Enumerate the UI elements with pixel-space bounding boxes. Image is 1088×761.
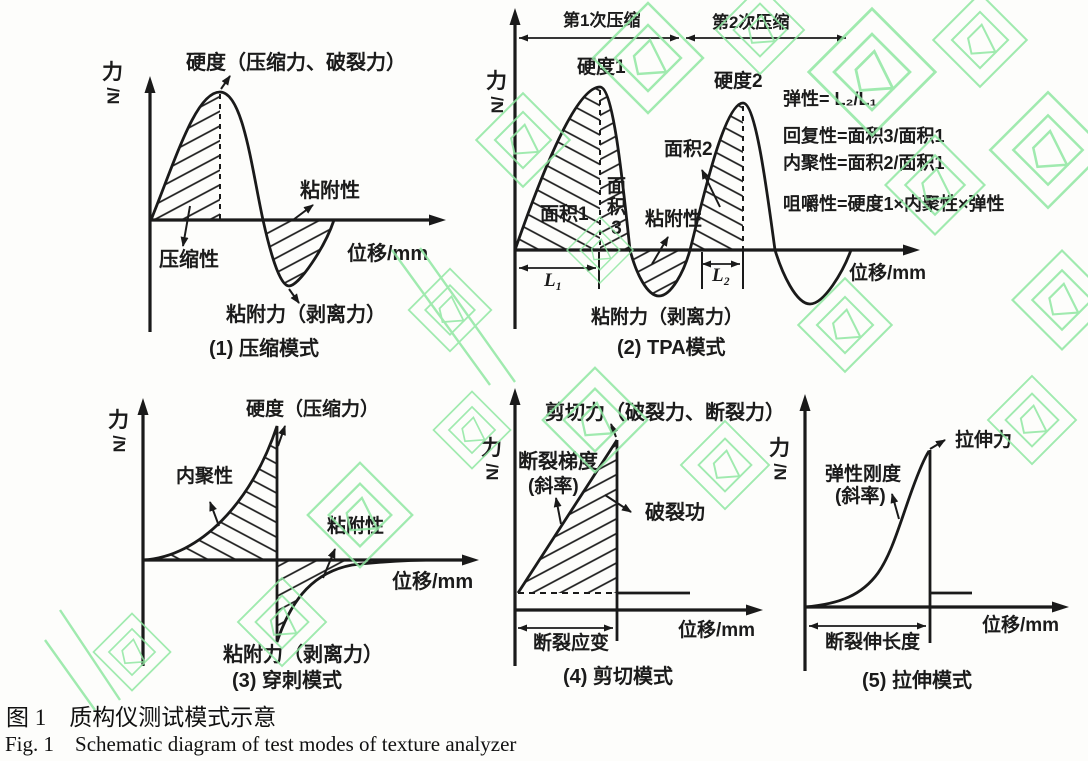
- force-unit-label: /N: [487, 96, 507, 114]
- panel4-slope-label: (斜率): [528, 476, 579, 497]
- panel2-formula-chewiness: 咀嚼性=硬度1×内聚性×弹性: [783, 194, 1005, 214]
- force-label: 力: [481, 437, 502, 460]
- figure-caption-en: Fig. 1 Schematic diagram of test modes o…: [5, 732, 517, 756]
- panel2-y-axis-label: 力 /N: [486, 70, 507, 114]
- force-unit-label: /N: [103, 87, 123, 105]
- panel2-x-axis-label: 位移/mm: [849, 263, 927, 284]
- panel2-area2-label: 面积2: [664, 139, 713, 160]
- force-label: 力: [108, 409, 129, 432]
- panel4-fracture-strain-label: 断裂应变: [533, 633, 610, 654]
- panel2-adhesiveness-label: 粘附性: [645, 209, 703, 230]
- panel2-formula-elasticity: 弹性= L₂/L₁: [783, 89, 877, 109]
- panel2-compression1-label: 第1次压缩: [563, 11, 641, 30]
- panel5-slope-label: (斜率): [835, 486, 886, 507]
- panel1-hardness-label: 硬度（压缩力、破裂力）: [186, 52, 406, 74]
- panel2-adhesion-force-label: 粘附力（剥离力）: [591, 307, 744, 328]
- panel4-x-axis-label: 位移/mm: [678, 620, 756, 641]
- panel2-compression2-label: 第2次压缩: [712, 13, 790, 32]
- panel2-area1-label: 面积1: [540, 204, 589, 225]
- panel5-caption: (5) 拉伸模式: [862, 670, 972, 692]
- panel2-hardness1-label: 硬度1: [577, 57, 626, 78]
- panel3-adhesion-force-label: 粘附力（剥离力）: [223, 644, 383, 666]
- panel5-elongation-label: 断裂伸长度: [825, 632, 921, 653]
- force-label: 力: [102, 61, 123, 84]
- panel2-hardness2-label: 硬度2: [714, 71, 763, 92]
- panel1-adhesiveness-label: 粘附性: [300, 180, 360, 202]
- panel1-x-axis-label: 位移/mm: [347, 243, 429, 265]
- panel5-y-axis-label: 力 /N: [769, 437, 790, 481]
- panel2-area3-label: 面积3: [606, 176, 626, 239]
- panel3-x-axis-label: 位移/mm: [392, 571, 474, 593]
- panel1-caption: (1) 压缩模式: [209, 338, 319, 360]
- figure-caption-zh: 图 1 质构仪测试模式示意: [6, 705, 277, 730]
- panel5-elastic-stiffness-label: 弹性刚度: [825, 464, 902, 485]
- panel2-formula-cohesiveness: 内聚性=面积2/面积1: [783, 153, 945, 173]
- panel1-compressibility-label: 压缩性: [159, 249, 219, 271]
- panel4-shear-force-label: 剪切力（破裂力、断裂力）: [545, 402, 785, 424]
- panel4-caption: (4) 剪切模式: [563, 666, 673, 688]
- panel3-hardness-label: 硬度（压缩力）: [246, 399, 380, 420]
- panel4-rupture-work-label: 破裂功: [645, 502, 705, 524]
- panel5-x-axis-label: 位移/mm: [982, 615, 1060, 636]
- panel4-y-axis-label: 力 /N: [481, 437, 502, 481]
- panel2-caption: (2) TPA模式: [617, 337, 726, 359]
- force-unit-label: /N: [770, 463, 790, 481]
- force-label: 力: [769, 437, 790, 460]
- panel3-adhesiveness-label: 粘附性: [327, 516, 385, 537]
- panel3-y-axis-label: 力 /N: [108, 409, 129, 453]
- force-label: 力: [486, 70, 507, 93]
- panel5-curves: [799, 394, 1069, 671]
- panel1-y-axis-label: 力 /N: [102, 61, 123, 105]
- panel2-l2-label: L₂: [712, 265, 731, 286]
- panel2-l1-label: L₁: [544, 270, 563, 291]
- panel5-tensile-force-label: 拉伸力: [955, 430, 1013, 451]
- force-unit-label: /N: [109, 435, 129, 453]
- panel1-curves: [144, 75, 446, 332]
- force-unit-label: /N: [482, 463, 502, 481]
- panel3-cohesiveness-label: 内聚性: [176, 466, 234, 487]
- panel2-formula-resilience: 回复性=面积3/面积1: [783, 126, 945, 146]
- panel4-fracture-gradient-label: 断裂梯度: [518, 451, 598, 473]
- panel1-adhesion-force-label: 粘附力（剥离力）: [226, 304, 386, 326]
- panel3-caption: (3) 穿刺模式: [232, 670, 342, 692]
